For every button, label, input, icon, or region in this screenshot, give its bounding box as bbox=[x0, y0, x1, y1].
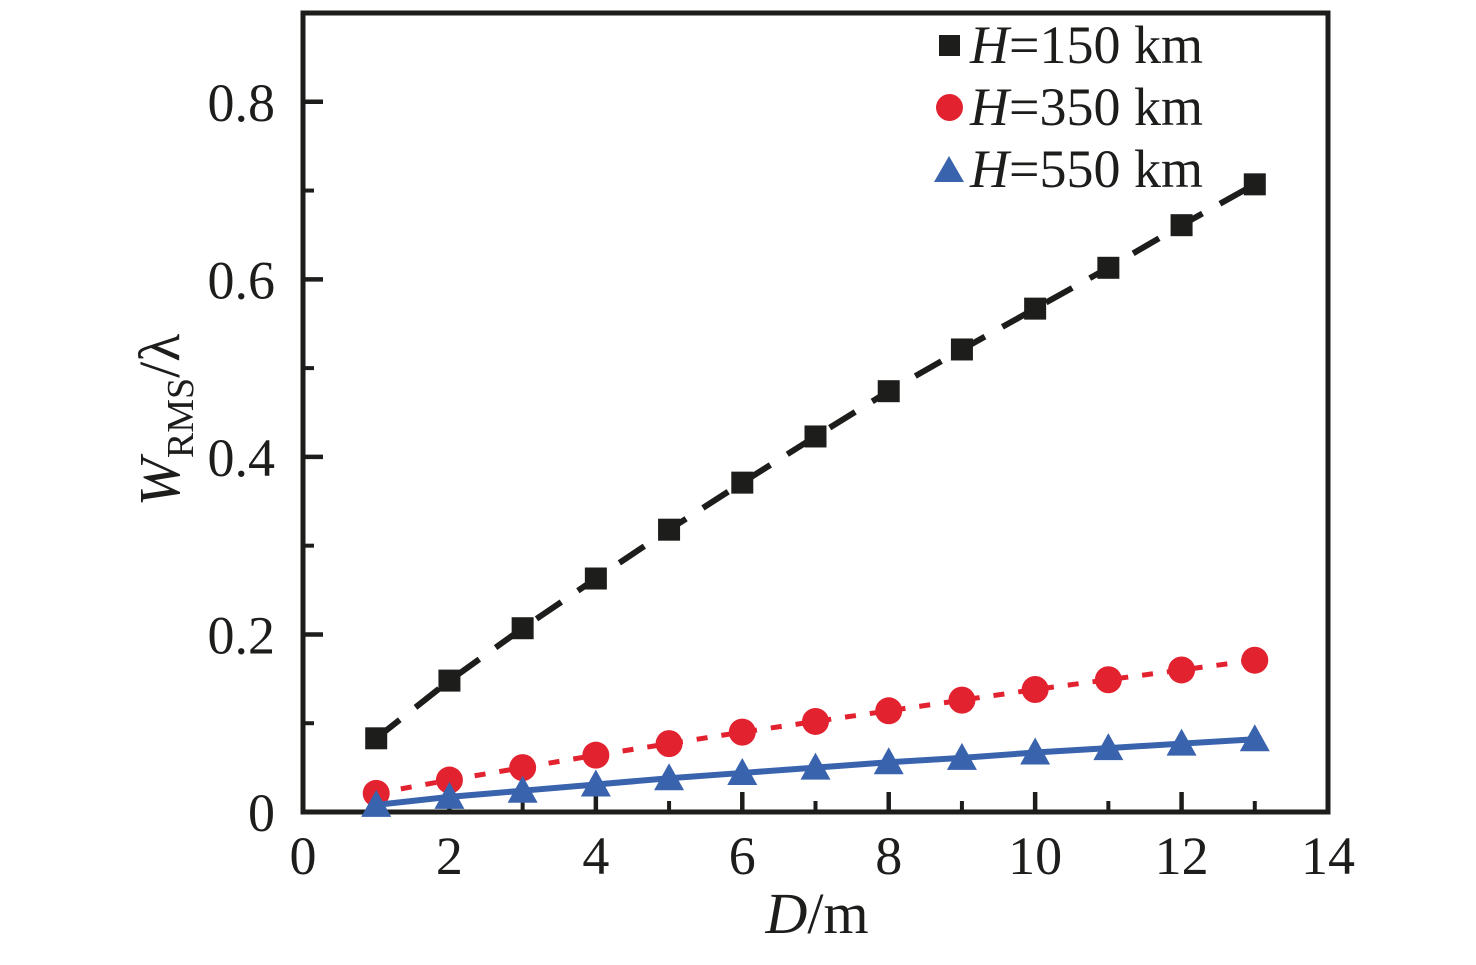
legend-label-symbol: H bbox=[970, 15, 1009, 75]
circle-marker-icon bbox=[1241, 646, 1269, 674]
x-tick-label: 2 bbox=[436, 826, 463, 886]
triangle-marker-icon bbox=[946, 742, 977, 770]
triangle-marker-icon bbox=[873, 747, 904, 775]
triangle-marker-icon bbox=[1166, 728, 1197, 756]
x-tick-label: 8 bbox=[875, 826, 902, 886]
triangle-marker-icon bbox=[434, 781, 465, 809]
legend-label: H=350 km bbox=[970, 80, 1203, 134]
legend-marker-wrap bbox=[928, 93, 970, 121]
x-axis-title: D/m bbox=[765, 885, 868, 943]
circle-marker-icon bbox=[435, 766, 463, 794]
legend-label: H=150 km bbox=[970, 18, 1203, 72]
triangle-marker-icon bbox=[1020, 737, 1051, 765]
y-tick-label: 0.2 bbox=[208, 605, 276, 665]
legend-label-symbol: H bbox=[970, 77, 1009, 137]
triangle-marker-icon bbox=[800, 752, 831, 780]
triangle-marker-icon bbox=[1239, 724, 1270, 752]
triangle-marker-icon bbox=[580, 769, 611, 797]
square-marker-icon bbox=[438, 669, 461, 692]
triangle-marker-icon bbox=[727, 757, 758, 785]
square-marker-icon bbox=[804, 425, 827, 448]
legend-label-value: =550 km bbox=[1009, 139, 1203, 199]
square-marker-icon bbox=[658, 518, 681, 541]
square-marker-icon bbox=[1024, 297, 1047, 320]
square-marker-icon bbox=[584, 567, 607, 590]
x-tick-label: 0 bbox=[290, 826, 317, 886]
square-marker-icon bbox=[1243, 173, 1266, 196]
circle-marker-icon bbox=[948, 686, 976, 714]
legend-marker-wrap bbox=[928, 34, 970, 56]
y-tick-label: 0.8 bbox=[208, 73, 276, 133]
legend-item-h550: H=550 km bbox=[928, 138, 1203, 200]
circle-marker-icon bbox=[655, 730, 683, 758]
circle-marker-icon bbox=[1021, 675, 1049, 703]
y-axis-title-units: /λ bbox=[127, 333, 192, 378]
x-axis-title-units: /m bbox=[807, 881, 869, 946]
triangle-marker-icon bbox=[361, 789, 392, 817]
triangle-marker-icon bbox=[654, 763, 685, 791]
legend-label-value: =150 km bbox=[1009, 15, 1203, 75]
circle-marker-icon bbox=[875, 697, 903, 725]
y-axis-title-subscript: RMS bbox=[160, 377, 202, 459]
square-marker-icon bbox=[1170, 214, 1193, 237]
plot-frame bbox=[300, 10, 1331, 815]
y-axis-title: WRMS/λ bbox=[127, 334, 202, 507]
x-axis-title-symbol: D bbox=[765, 881, 808, 946]
y-tick-label: 0.4 bbox=[208, 428, 276, 488]
square-marker-icon bbox=[877, 380, 900, 403]
legend-label: H=550 km bbox=[970, 142, 1203, 196]
y-tick-label: 0.6 bbox=[208, 250, 276, 310]
square-marker-icon bbox=[365, 727, 388, 750]
legend-marker-wrap bbox=[928, 156, 970, 182]
y-tick-label: 0 bbox=[248, 783, 275, 843]
x-tick-label: 10 bbox=[1008, 826, 1062, 886]
square-marker-icon bbox=[731, 471, 754, 494]
triangle-marker-icon bbox=[1093, 733, 1124, 761]
circle-marker-icon bbox=[1168, 656, 1196, 684]
triangle-marker-icon bbox=[507, 775, 538, 803]
square-marker-icon bbox=[511, 617, 534, 640]
circle-marker-icon bbox=[509, 754, 537, 782]
circle-marker-icon bbox=[728, 718, 756, 746]
square-marker-icon bbox=[938, 34, 960, 56]
circle-marker-icon bbox=[935, 93, 963, 121]
x-tick-label: 6 bbox=[729, 826, 756, 886]
square-marker-icon bbox=[950, 338, 973, 361]
x-tick-label: 4 bbox=[582, 826, 609, 886]
square-marker-icon bbox=[1097, 256, 1120, 279]
triangle-marker-icon bbox=[934, 156, 964, 182]
legend-item-h150: H=150 km bbox=[928, 14, 1203, 76]
legend-item-h350: H=350 km bbox=[928, 76, 1203, 138]
series-line-1 bbox=[374, 181, 1257, 741]
x-tick-label: 14 bbox=[1301, 826, 1355, 886]
legend: H=150 km H=350 km H=550 km bbox=[928, 14, 1203, 200]
circle-marker-icon bbox=[582, 741, 610, 769]
circle-marker-icon bbox=[802, 707, 829, 735]
legend-label-symbol: H bbox=[970, 139, 1009, 199]
y-axis-title-symbol: W bbox=[127, 458, 192, 507]
circle-marker-icon bbox=[1094, 666, 1122, 694]
legend-label-value: =350 km bbox=[1009, 77, 1203, 137]
x-tick-label: 12 bbox=[1155, 826, 1209, 886]
